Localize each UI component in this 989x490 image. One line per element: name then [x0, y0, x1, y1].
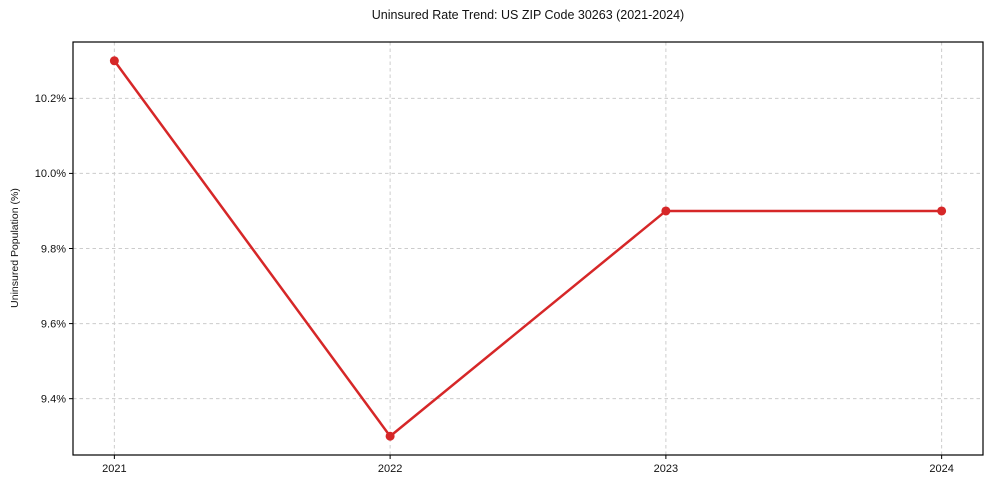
trend-line: [113, 59, 943, 438]
y-tick-label: 9.4%: [41, 393, 66, 405]
x-tick-label: 2023: [654, 463, 678, 475]
data-point: [661, 206, 671, 216]
x-tick-label: 2022: [378, 463, 402, 475]
data-point: [109, 56, 119, 66]
y-tick-label: 9.8%: [41, 243, 66, 255]
data-point: [937, 206, 947, 216]
chart-title: Uninsured Rate Trend: US ZIP Code 30263 …: [371, 8, 685, 22]
x-tick-label: 2021: [102, 463, 126, 475]
x-tick-label: 2024: [929, 463, 953, 475]
y-tick-label: 10.0%: [35, 168, 66, 180]
data-point: [385, 431, 395, 441]
y-tick-label: 9.6%: [41, 318, 66, 330]
y-tick-label: 10.2%: [35, 93, 66, 105]
